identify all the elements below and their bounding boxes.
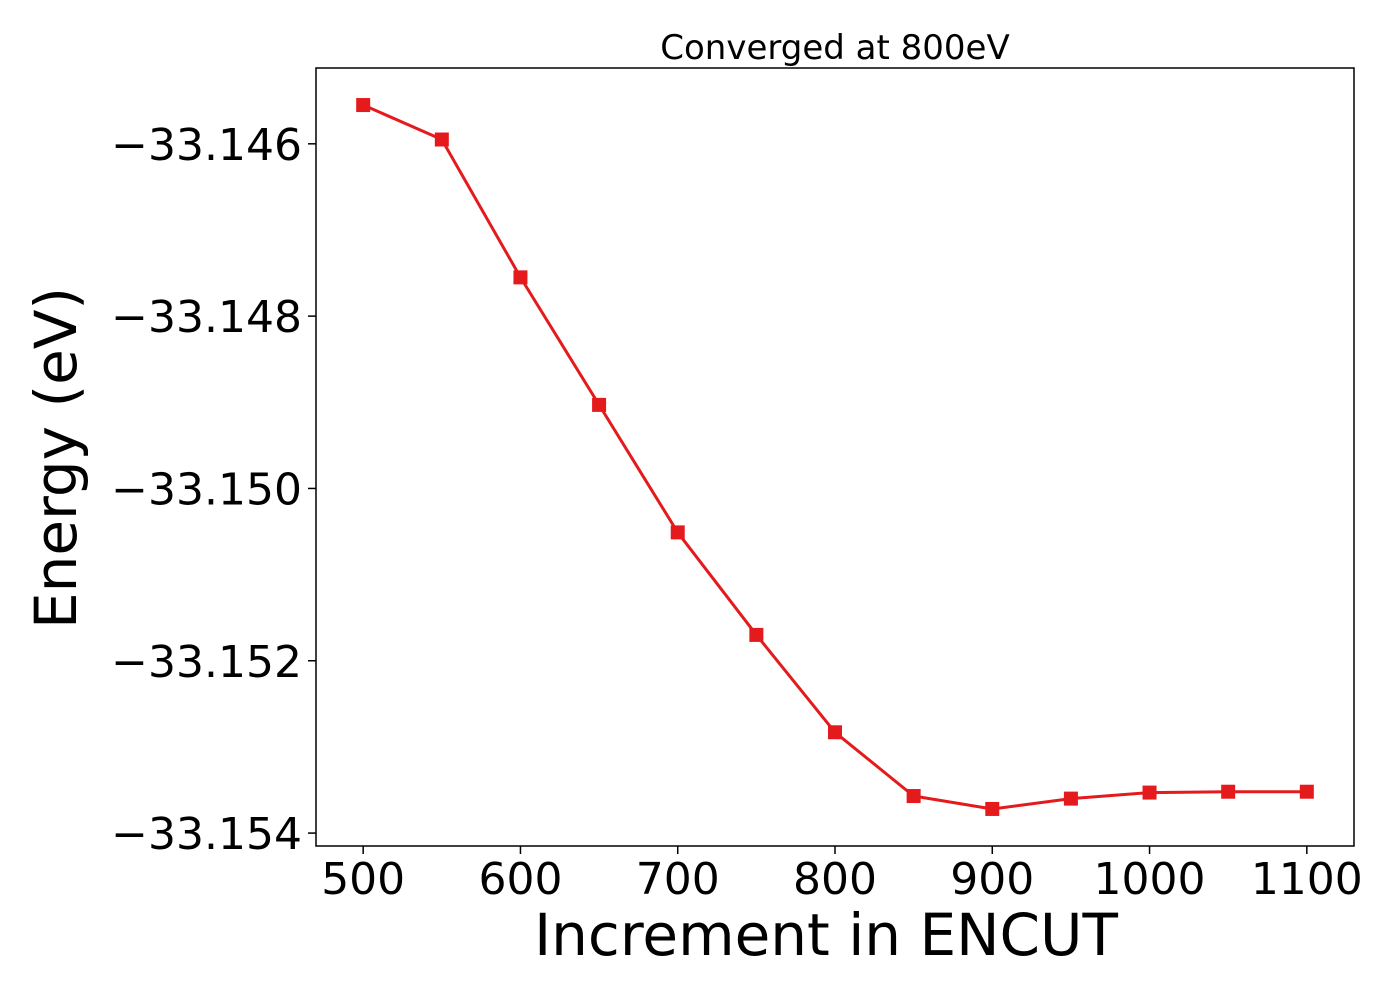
y-axis-title: Energy (eV) (22, 287, 90, 629)
data-point (592, 397, 607, 412)
y-tick-label: −33.146 (111, 120, 302, 171)
x-tick-label: 500 (321, 854, 405, 905)
x-axis-title: Increment in ENCUT (534, 901, 1118, 969)
x-tick-label: 900 (950, 854, 1034, 905)
data-point (1142, 785, 1157, 800)
data-point (906, 789, 921, 804)
data-point (985, 801, 1000, 816)
series-layer (356, 98, 1314, 816)
x-tick-label: 1000 (1094, 854, 1206, 905)
data-point (513, 270, 528, 285)
data-point (749, 627, 764, 642)
x-axis: 500 600 700 800 900 1000 1100 (321, 846, 1363, 905)
y-tick-label: −33.150 (111, 464, 302, 515)
y-tick-label: −33.154 (111, 809, 302, 860)
series-line (362, 103, 1307, 811)
x-tick-label: 600 (478, 854, 562, 905)
y-axis: −33.146 −33.148 −33.150 −33.152 −33.154 (111, 120, 316, 860)
x-tick-label: 1100 (1251, 854, 1363, 905)
data-point (356, 98, 371, 113)
data-point (1063, 791, 1078, 806)
chart-title: Converged at 800eV (660, 28, 1009, 68)
data-point (1221, 784, 1236, 799)
data-point (434, 132, 449, 147)
data-point (828, 725, 842, 740)
data-point (1299, 784, 1314, 799)
y-tick-label: −33.148 (111, 292, 302, 343)
data-point (670, 525, 685, 540)
x-tick-label: 700 (636, 854, 720, 905)
y-tick-label: −33.152 (111, 637, 302, 688)
x-tick-label: 800 (793, 854, 877, 905)
